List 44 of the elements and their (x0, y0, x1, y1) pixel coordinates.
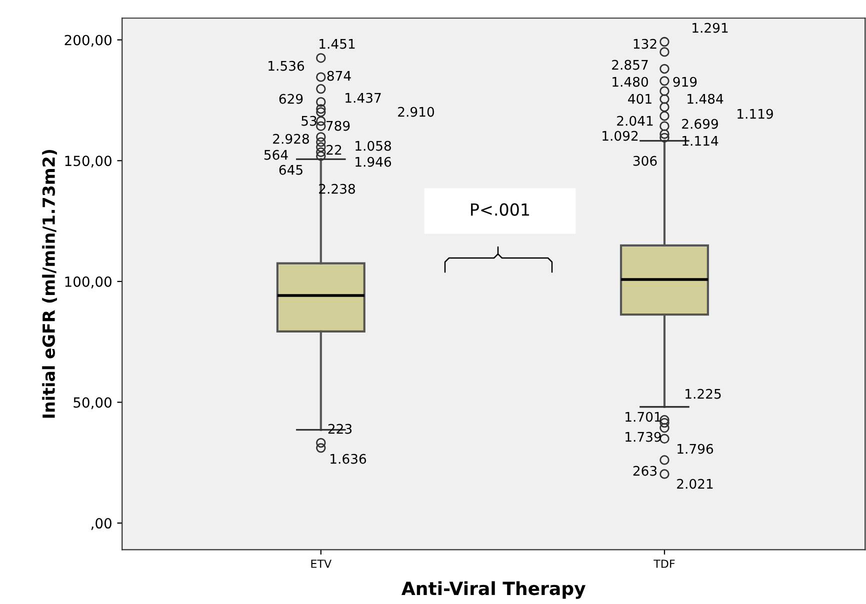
annotation: 1.796 (678, 444, 714, 454)
annotation: 1.739 (626, 432, 661, 442)
annotation: 1.946 (356, 156, 392, 167)
y-tick-label: 150,00 (65, 156, 112, 168)
y-tick-label: 100,00 (65, 276, 112, 288)
annotation: 263 (633, 466, 657, 476)
annotation: 22 (326, 144, 342, 155)
annotation: 1.058 (356, 140, 391, 151)
annotation: 1.701 (626, 412, 661, 422)
annotation: 874 (327, 70, 351, 81)
y-tick-label: ,00 (91, 518, 112, 530)
x-tick-label: ETV (311, 560, 332, 568)
annotation: 1.451 (320, 39, 355, 49)
annotation: 1.119 (738, 108, 773, 119)
annotation: 2.928 (273, 134, 309, 144)
x-tick-label: TDF (654, 560, 675, 568)
annotation: 1.484 (688, 94, 724, 104)
annotation: 1.092 (602, 130, 638, 141)
annotation: 1.291 (692, 22, 728, 33)
annotation: 2.041 (617, 116, 653, 126)
annotation: 53 (302, 116, 316, 126)
annotation: 1.536 (268, 60, 304, 71)
annotation: 1.225 (686, 388, 721, 399)
y-tick-label: 50,00 (74, 397, 112, 410)
annotation: P<.001 (471, 203, 530, 216)
annotation: 919 (673, 76, 697, 87)
annotation: 1.437 (346, 92, 381, 103)
x-axis-title: Anti-Viral Therapy (401, 581, 586, 599)
annotation: 2.910 (398, 106, 434, 117)
annotation: 564 (264, 150, 288, 160)
annotation: 1.636 (330, 454, 366, 464)
annotation: 1.480 (612, 76, 648, 87)
annotation: 1.114 (682, 136, 718, 146)
annotation: 645 (279, 164, 302, 175)
annotation: 2.021 (677, 478, 713, 489)
annotation: 789 (326, 120, 350, 131)
annotation: 2.699 (682, 118, 718, 129)
y-axis-title: Initial eGFR (ml/min/1.73m2) (42, 150, 57, 418)
annotation: 2.857 (612, 60, 648, 70)
annotation: 629 (279, 94, 303, 104)
annotation: 401 (628, 94, 652, 104)
annotation: 306 (633, 156, 657, 166)
y-tick-label: 200,00 (64, 34, 112, 47)
annotation: 132 (634, 38, 656, 49)
